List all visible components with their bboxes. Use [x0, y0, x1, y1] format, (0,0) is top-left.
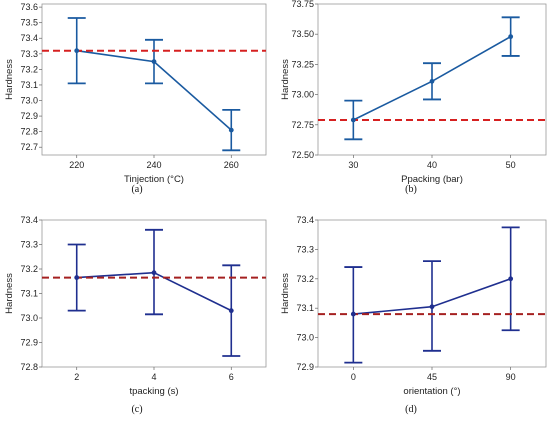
x-tick-label: 90: [506, 372, 516, 382]
data-point: [151, 59, 157, 64]
x-tick-label: 2: [74, 372, 79, 382]
y-tick-label: 73.0: [20, 96, 38, 106]
y-tick-label: 73.0: [20, 313, 38, 323]
data-point: [228, 308, 234, 314]
data-point: [350, 311, 356, 317]
x-tick-label: 45: [427, 372, 437, 382]
y-tick-label: 72.9: [20, 111, 38, 121]
y-tick-label: 72.8: [20, 362, 38, 372]
y-tick-label: 73.50: [291, 29, 314, 39]
y-tick-label: 73.4: [296, 215, 314, 225]
data-point: [429, 78, 435, 84]
y-axis-label: Hardness: [4, 59, 15, 100]
x-tick-label: 30: [348, 160, 358, 170]
panel-caption: (b): [405, 184, 417, 195]
x-axis-label: Tinjection (°C): [124, 174, 184, 185]
data-point: [74, 275, 80, 280]
y-tick-label: 73.75: [291, 0, 314, 9]
data-point: [429, 304, 435, 310]
chart-panel-2: 72.50 72.75 73.00 73.25 73.50 73.75 30 40 50 Ppac…: [280, 0, 547, 195]
data-point: [350, 117, 356, 123]
y-tick-label: 72.75: [291, 120, 314, 130]
y-tick-label: 73.4: [20, 215, 38, 225]
y-tick-label: 73.5: [20, 18, 38, 28]
y-tick-label: 73.1: [20, 289, 38, 299]
y-tick-label: 73.0: [296, 333, 314, 343]
x-tick-label: 0: [351, 372, 356, 382]
x-tick-label: 220: [69, 160, 84, 170]
x-tick-label: 50: [506, 160, 516, 170]
data-point: [508, 34, 514, 40]
panel-caption: (a): [131, 184, 142, 195]
y-tick-label: 72.50: [291, 150, 314, 160]
y-tick-label: 72.9: [20, 338, 38, 348]
panel-caption: (c): [131, 404, 142, 415]
y-tick-label: 73.2: [20, 64, 38, 74]
y-tick-label: 72.9: [296, 362, 314, 372]
y-tick-label: 73.4: [20, 33, 38, 43]
y-axis-label: Hardness: [4, 273, 15, 314]
x-axis-label: tpacking (s): [129, 386, 178, 397]
y-axis-label: Hardness: [280, 59, 291, 100]
y-tick-label: 73.25: [291, 59, 314, 69]
y-tick-label: 73.2: [20, 264, 38, 274]
data-point: [228, 127, 234, 133]
x-tick-label: 240: [146, 160, 161, 170]
x-axis-label: orientation (°): [403, 386, 460, 397]
y-tick-label: 73.6: [20, 2, 38, 12]
chart-panel-4: 72.9 73.0 73.1 73.2 73.3 73.4 0 45 90 orientation…: [280, 215, 547, 415]
x-tick-label: 260: [224, 160, 239, 170]
y-tick-label: 73.3: [296, 244, 314, 254]
data-point: [508, 276, 514, 282]
y-tick-label: 73.2: [296, 274, 314, 284]
x-tick-label: 40: [427, 160, 437, 170]
y-tick-label: 73.3: [20, 49, 38, 59]
y-tick-label: 73.1: [20, 80, 38, 90]
x-axis-label: Ppacking (bar): [401, 174, 463, 185]
data-point: [151, 270, 157, 276]
panel-caption: (d): [405, 404, 417, 415]
y-tick-label: 73.1: [296, 303, 314, 313]
y-axis-label: Hardness: [280, 273, 291, 314]
y-tick-label: 72.7: [20, 142, 38, 152]
y-tick-label: 73.00: [291, 90, 314, 100]
data-point: [74, 48, 80, 54]
y-tick-label: 72.8: [20, 127, 38, 137]
y-tick-label: 73.3: [20, 240, 38, 250]
chart-panel-3: 72.8 72.9 73.0 73.1 73.2 73.3 73.4 2 4 6 tpacking …: [4, 215, 267, 415]
chart-panel-1: 72.7 72.8 72.9 73.0 73.1 73.2 73.3 73.4 73.5 73.6…: [4, 2, 267, 195]
x-tick-label: 6: [229, 372, 234, 382]
x-tick-label: 4: [151, 372, 156, 382]
